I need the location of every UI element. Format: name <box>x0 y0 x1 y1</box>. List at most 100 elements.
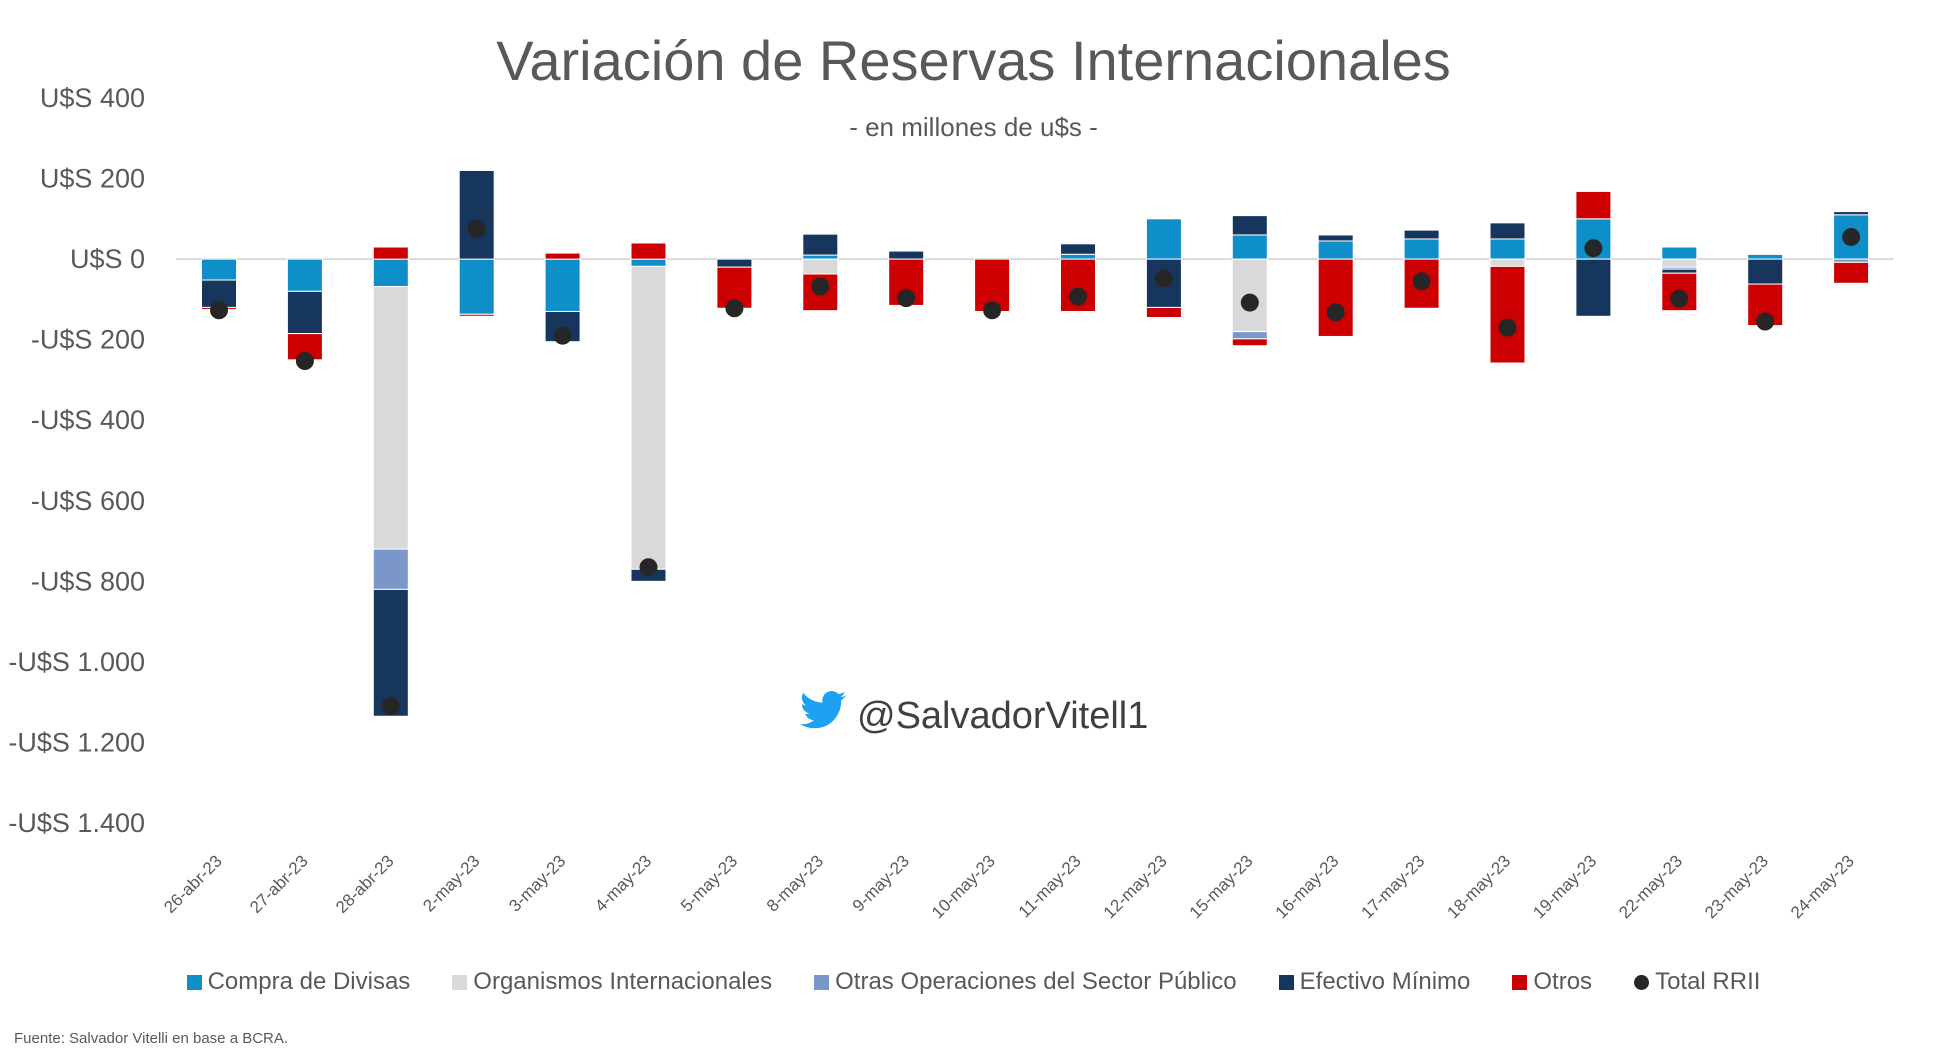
legend-item: Total RRII <box>1634 968 1760 996</box>
x-tick-label: 8-may-23 <box>763 851 827 915</box>
bar-segment <box>1231 234 1268 260</box>
total-point <box>897 289 916 308</box>
total-point <box>1240 293 1259 312</box>
x-tick-label: 22-may-23 <box>1615 851 1686 922</box>
x-tick-label: 23-may-23 <box>1701 851 1772 922</box>
bar-segment <box>372 258 409 288</box>
bar-segment <box>1575 258 1612 317</box>
bar-segment <box>1489 238 1526 260</box>
legend-swatch <box>452 974 468 990</box>
legend-label: Efectivo Mínimo <box>1299 968 1471 995</box>
twitter-handle: @SalvadorVitell1 <box>857 694 1149 737</box>
legend-item: Otros <box>1512 968 1592 996</box>
x-tick-label: 12-may-23 <box>1100 851 1171 922</box>
bar-segment <box>1661 268 1698 274</box>
y-tick-label: -U$S 1.400 <box>8 808 145 838</box>
x-tick-label: 11-may-23 <box>1015 851 1085 921</box>
bar-segment <box>1145 306 1182 319</box>
y-tick-label: -U$S 800 <box>31 566 145 596</box>
bar-segment <box>1145 218 1182 260</box>
bar-segment <box>802 233 839 256</box>
bar-segment <box>1661 246 1698 260</box>
bar-segment <box>458 313 495 317</box>
y-tick-label: -U$S 1.000 <box>8 647 145 677</box>
total-point <box>1069 287 1087 306</box>
x-tick-label: 4-may-23 <box>591 851 655 915</box>
x-tick-label: 10-may-23 <box>928 851 999 922</box>
bar-segment <box>1060 253 1096 260</box>
bar-segment <box>1403 229 1440 240</box>
y-tick-label: -U$S 400 <box>31 405 145 435</box>
bar-segment <box>1403 238 1440 260</box>
total-point <box>1756 312 1775 331</box>
bar-segment <box>630 242 667 260</box>
legend-swatch <box>1512 974 1528 990</box>
total-point <box>553 326 572 345</box>
bar-segment <box>1231 338 1268 347</box>
bar-segment <box>372 548 409 590</box>
chart-legend: Compra de Divisas Organismos Internaciona… <box>0 968 1947 996</box>
bar-segment <box>544 258 581 312</box>
bar-segment <box>544 252 581 260</box>
legend-swatch <box>1278 974 1294 990</box>
bar-segment <box>1575 190 1612 220</box>
legend-item: Efectivo Mínimo <box>1278 968 1471 996</box>
bar-segment <box>716 258 753 268</box>
chart-title: Variación de Reservas Internacionales <box>496 29 1451 92</box>
x-tick-label: 9-may-23 <box>849 851 913 915</box>
total-point <box>295 352 314 371</box>
y-tick-label: -U$S 200 <box>31 325 145 355</box>
bar-segment <box>1317 234 1354 242</box>
bar-segment <box>1317 240 1354 260</box>
x-tick-label: 24-may-23 <box>1787 851 1858 922</box>
legend-item: Otras Operaciones del Sector Público <box>814 968 1237 996</box>
x-tick-label: 3-may-23 <box>505 851 569 915</box>
bar-segment <box>1747 258 1784 285</box>
chart-plot: U$S 400 U$S 200 U$S 0 -U$S 200 -U$S 400 -U$S … <box>8 83 1894 922</box>
bar-segment <box>1833 261 1870 284</box>
legend-label: Otras Operaciones del Sector Público <box>835 968 1237 995</box>
total-point <box>983 301 1002 320</box>
y-tick-label: -U$S 1.200 <box>8 727 145 757</box>
bar-segment <box>1403 258 1440 309</box>
bar-segment <box>372 286 409 550</box>
legend-label: Otros <box>1533 968 1593 995</box>
source-note: Fuente: Salvador Vitelli en base a BCRA. <box>14 1030 289 1047</box>
total-point <box>1412 272 1431 291</box>
x-tick-label: 15-may-23 <box>1186 851 1257 922</box>
total-point <box>725 299 744 318</box>
total-point <box>1154 269 1173 288</box>
total-point <box>1584 239 1603 258</box>
x-tick-label: 16-may-23 <box>1272 851 1343 922</box>
x-tick-label: 17-may-23 <box>1358 851 1429 922</box>
legend-swatch <box>1634 974 1650 990</box>
total-point <box>811 277 830 296</box>
bar-segment <box>372 246 409 260</box>
bar-segment <box>630 258 667 267</box>
bar-segment <box>201 258 237 281</box>
total-point <box>210 301 228 320</box>
total-point <box>1670 289 1689 308</box>
bar-segment <box>1489 222 1526 240</box>
total-point <box>1842 227 1861 246</box>
bar-segment <box>1833 211 1870 216</box>
bar-segment <box>1060 243 1096 255</box>
bar-segment <box>1231 331 1268 340</box>
y-tick-label: U$S 0 <box>70 244 145 274</box>
legend-item: Compra de Divisas <box>186 968 411 996</box>
x-tick-label: 27-abr-23 <box>246 851 312 917</box>
twitter-bird-icon <box>795 686 851 746</box>
x-tick-label: 19-may-23 <box>1529 851 1600 922</box>
bar-segment <box>1747 252 1784 255</box>
total-point <box>381 697 400 716</box>
bar-segment <box>286 258 323 292</box>
legend-item: Organismos Internacionales <box>452 968 772 996</box>
y-tick-label: -U$S 600 <box>31 486 145 516</box>
bar-segment <box>458 258 495 315</box>
bar-segment <box>372 588 409 717</box>
bar-segment <box>802 254 839 260</box>
legend-swatch <box>186 974 202 990</box>
legend-label: Compra de Divisas <box>207 968 411 995</box>
x-tick-label: 2-may-23 <box>419 851 483 915</box>
twitter-watermark: @SalvadorVitell1 <box>795 686 1148 746</box>
